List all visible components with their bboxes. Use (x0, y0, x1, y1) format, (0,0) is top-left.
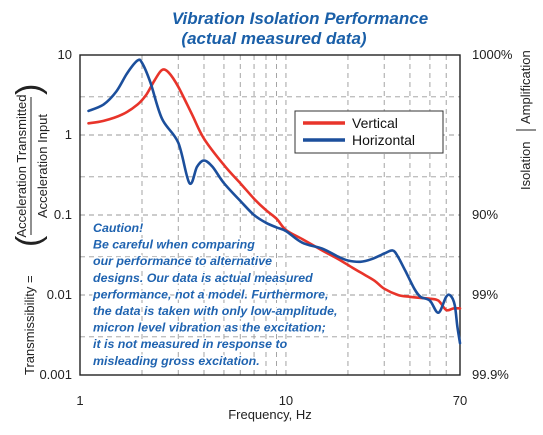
y-tick-label: 0.001 (39, 367, 72, 382)
caution-line: Be careful when comparing (93, 238, 255, 252)
caution-line: it is not measured in response to (93, 337, 288, 351)
chart-title: Vibration Isolation Performance (172, 9, 428, 28)
right-tick-label: 1000% (472, 47, 513, 62)
caution-line: our performance to alternative (93, 254, 272, 268)
legend-box (294, 110, 444, 154)
caution-line: micron level vibration as the excitation… (93, 321, 326, 335)
right-tick-label: 90% (472, 207, 498, 222)
caution-line: Caution! (93, 221, 143, 235)
right-label-amplification: Amplification (518, 50, 533, 124)
chart-subtitle: (actual measured data) (181, 29, 367, 48)
y-axis-label: Transmissibility = ( Acceleration Transm… (10, 84, 50, 375)
y-axis-label-prefix: Transmissibility = (22, 275, 37, 375)
y-axis-label-left-paren: ( (10, 235, 48, 247)
right-axis-label: Isolation Amplification (516, 50, 536, 190)
series-line-vertical (87, 68, 462, 312)
legend: Vertical Horizontal (294, 110, 444, 154)
x-tick-label: 1 (76, 393, 83, 408)
caution-line: performance, not a model. Furthermore, (92, 287, 328, 301)
y-axis-label-right-paren: ) (10, 84, 48, 95)
tick-labels: 1 10 70 10 1 0.1 0.01 0.001 1000% 90% 99% 99.9% (39, 47, 512, 408)
right-tick-label: 99.9% (472, 367, 509, 382)
right-label-isolation: Isolation (518, 142, 533, 190)
caution-line: designs. Our data is actual measured (93, 271, 313, 285)
y-axis-label-numerator: Acceleration Transmitted (14, 94, 29, 237)
right-tick-label: 99% (472, 287, 498, 302)
caution-annotation: Caution! Be careful when comparing our per… (91, 220, 339, 370)
caution-line: misleading gross excitation. (93, 354, 260, 368)
legend-vertical-label: Vertical (352, 115, 398, 131)
x-axis-label: Frequency, Hz (228, 407, 312, 422)
y-tick-label: 1 (65, 127, 72, 142)
x-tick-label: 10 (279, 393, 293, 408)
y-tick-label: 10 (58, 47, 72, 62)
y-tick-label: 0.1 (54, 207, 72, 222)
x-tick-label: 70 (453, 393, 467, 408)
plot-frame (79, 54, 461, 376)
y-tick-label: 0.01 (47, 287, 72, 302)
y-axis-label-denominator: Acceleration Input (35, 114, 50, 218)
caution-line: the data is taken with only low-amplitud… (93, 304, 337, 318)
series-line-horizontal (87, 58, 462, 345)
series-lines (87, 58, 462, 345)
legend-horizontal-label: Horizontal (352, 132, 415, 148)
